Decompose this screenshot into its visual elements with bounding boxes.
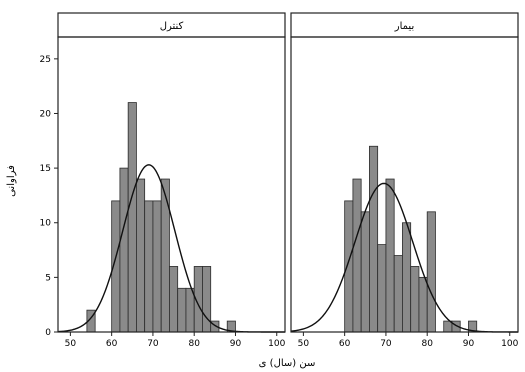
- histogram-bar: [377, 244, 387, 333]
- y-tick-label: 15: [40, 164, 51, 174]
- panel-title-strip: [57, 12, 286, 38]
- histogram-bar: [369, 145, 379, 333]
- panel-frame: [57, 36, 286, 333]
- histogram-bar: [119, 167, 129, 333]
- y-tick-label: 25: [40, 55, 51, 65]
- panel-frame: [290, 36, 519, 333]
- histogram-bar: [418, 276, 428, 333]
- histogram-bar: [402, 222, 412, 333]
- histogram-bar: [144, 200, 154, 333]
- histogram-bar: [202, 266, 212, 333]
- y-tick-label: 10: [40, 219, 52, 229]
- histogram-bar: [344, 200, 354, 333]
- histogram-bar: [352, 178, 362, 333]
- x-tick-label: 50: [65, 339, 77, 349]
- panel-2: بیمار 50 60 70 80 90 100: [290, 12, 519, 349]
- histogram-bar: [393, 255, 403, 333]
- histogram-bar: [426, 211, 436, 333]
- histogram-bar: [127, 102, 137, 333]
- y-tick-label: 5: [45, 273, 51, 283]
- x-tick-label: 90: [230, 339, 242, 349]
- x-tick-label: 90: [463, 339, 475, 349]
- histogram-bar: [152, 200, 162, 333]
- x-tick-label: 100: [268, 339, 285, 349]
- histogram-bar: [169, 266, 179, 333]
- x-tick-label: 80: [188, 339, 200, 349]
- histogram-bar: [385, 178, 395, 333]
- x-tick-label: 60: [339, 339, 351, 349]
- x-tick-label: 100: [501, 339, 518, 349]
- histogram-bar: [185, 287, 195, 333]
- panel-title-strip: [290, 12, 519, 38]
- histogram-bar: [136, 178, 146, 333]
- y-tick-label: 0: [45, 328, 51, 338]
- panel-1: کنترل 50 60 70 80 90 100 0 5 10 15 20 25: [40, 12, 286, 349]
- y-tick-label: 20: [40, 109, 52, 119]
- x-tick-label: 60: [106, 339, 118, 349]
- x-axis-title: سن (سال) ی: [259, 358, 316, 369]
- histogram-bar: [410, 266, 420, 333]
- x-tick-label: 50: [298, 339, 310, 349]
- histogram-bar: [160, 178, 170, 333]
- y-axis-title: فراوانی: [6, 165, 17, 197]
- x-tick-label: 70: [147, 339, 159, 349]
- panel-title: کنترل: [160, 21, 184, 32]
- histogram-bar: [360, 211, 370, 333]
- histogram-bar: [177, 287, 187, 333]
- panels-layer: کنترل 50 60 70 80 90 100 0 5 10 15 20 25 بیمار 50 60 70 8…: [40, 12, 519, 349]
- histogram-bar: [443, 320, 453, 333]
- x-tick-label: 80: [421, 339, 433, 349]
- x-tick-label: 70: [380, 339, 392, 349]
- panel-title: بیمار: [394, 21, 414, 32]
